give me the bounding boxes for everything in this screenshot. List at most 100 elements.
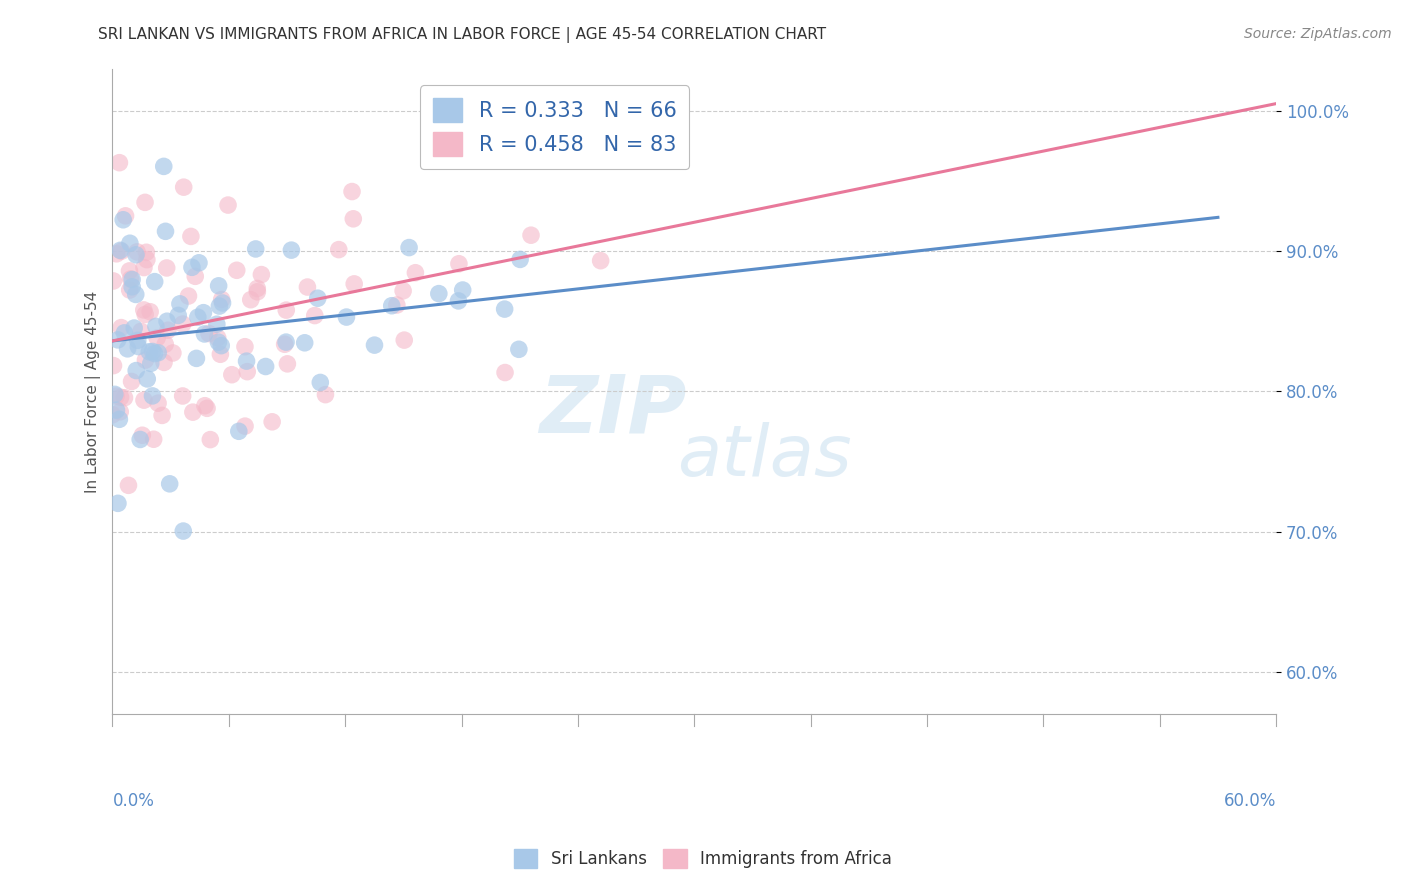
Point	[404, 266, 426, 280]
Point	[145, 319, 167, 334]
Point	[228, 425, 250, 439]
Point	[198, 326, 221, 341]
Point	[235, 354, 257, 368]
Point	[129, 324, 152, 338]
Point	[273, 337, 295, 351]
Point	[209, 338, 232, 352]
Point	[208, 278, 231, 293]
Point	[105, 403, 128, 417]
Point	[184, 269, 207, 284]
Point	[142, 344, 165, 359]
Point	[112, 326, 135, 340]
Point	[143, 275, 166, 289]
Point	[155, 224, 177, 238]
Point	[155, 337, 177, 351]
Y-axis label: In Labor Force | Age 45-54: In Labor Force | Age 45-54	[86, 291, 101, 492]
Point	[211, 293, 233, 307]
Point	[156, 314, 179, 328]
Point	[121, 272, 143, 286]
Point	[173, 180, 195, 194]
Point	[233, 419, 256, 434]
Point	[343, 277, 366, 291]
Point	[447, 293, 470, 308]
Text: 0.0%: 0.0%	[112, 792, 155, 810]
Point	[508, 343, 530, 357]
Point	[125, 287, 148, 301]
Point	[127, 340, 149, 354]
Point	[314, 387, 336, 401]
Point	[114, 391, 136, 405]
Point	[131, 428, 153, 442]
Text: Source: ZipAtlas.com: Source: ZipAtlas.com	[1244, 27, 1392, 41]
Point	[209, 347, 232, 361]
Point	[153, 355, 176, 369]
Point	[246, 285, 269, 299]
Point	[108, 155, 131, 169]
Point	[134, 353, 156, 368]
Point	[121, 280, 143, 294]
Point	[125, 363, 148, 377]
Point	[394, 333, 416, 347]
Point	[118, 264, 141, 278]
Point	[340, 185, 363, 199]
Point	[276, 303, 298, 318]
Point	[262, 415, 284, 429]
Point	[139, 304, 162, 318]
Point	[129, 433, 152, 447]
Text: SRI LANKAN VS IMMIGRANTS FROM AFRICA IN LABOR FORCE | AGE 45-54 CORRELATION CHAR: SRI LANKAN VS IMMIGRANTS FROM AFRICA IN …	[98, 27, 827, 43]
Point	[398, 241, 420, 255]
Point	[392, 284, 415, 298]
Point	[156, 323, 179, 337]
Point	[132, 393, 155, 408]
Point	[193, 326, 215, 341]
Legend: R = 0.333   N = 66, R = 0.458   N = 83: R = 0.333 N = 66, R = 0.458 N = 83	[420, 86, 689, 169]
Point	[118, 236, 141, 251]
Point	[167, 309, 190, 323]
Point	[152, 160, 174, 174]
Point	[120, 272, 142, 286]
Point	[139, 356, 162, 370]
Point	[246, 281, 269, 295]
Point	[110, 320, 132, 334]
Point	[172, 317, 194, 331]
Point	[110, 244, 132, 258]
Point	[274, 335, 297, 350]
Point	[101, 408, 124, 422]
Point	[205, 317, 228, 331]
Point	[105, 389, 128, 403]
Point	[464, 149, 486, 163]
Point	[105, 247, 128, 261]
Point	[494, 302, 516, 317]
Point	[162, 346, 184, 360]
Point	[342, 211, 364, 226]
Point	[103, 359, 125, 373]
Point	[307, 291, 329, 305]
Point	[132, 260, 155, 275]
Point	[169, 297, 191, 311]
Legend: Sri Lankans, Immigrants from Africa: Sri Lankans, Immigrants from Africa	[508, 842, 898, 875]
Text: ZIP: ZIP	[538, 372, 686, 450]
Point	[104, 387, 127, 401]
Point	[427, 286, 450, 301]
Point	[177, 289, 200, 303]
Point	[125, 244, 148, 259]
Point	[309, 376, 332, 390]
Point	[207, 335, 229, 350]
Point	[188, 256, 211, 270]
Point	[180, 229, 202, 244]
Point	[143, 346, 166, 360]
Point	[233, 340, 256, 354]
Text: 60.0%: 60.0%	[1223, 792, 1277, 810]
Point	[110, 390, 132, 404]
Point	[239, 293, 262, 307]
Point	[125, 248, 148, 262]
Point	[142, 432, 165, 446]
Point	[159, 476, 181, 491]
Point	[217, 198, 239, 212]
Point	[211, 296, 233, 310]
Point	[181, 260, 204, 275]
Point	[297, 280, 319, 294]
Point	[328, 243, 350, 257]
Point	[141, 389, 163, 403]
Point	[447, 257, 470, 271]
